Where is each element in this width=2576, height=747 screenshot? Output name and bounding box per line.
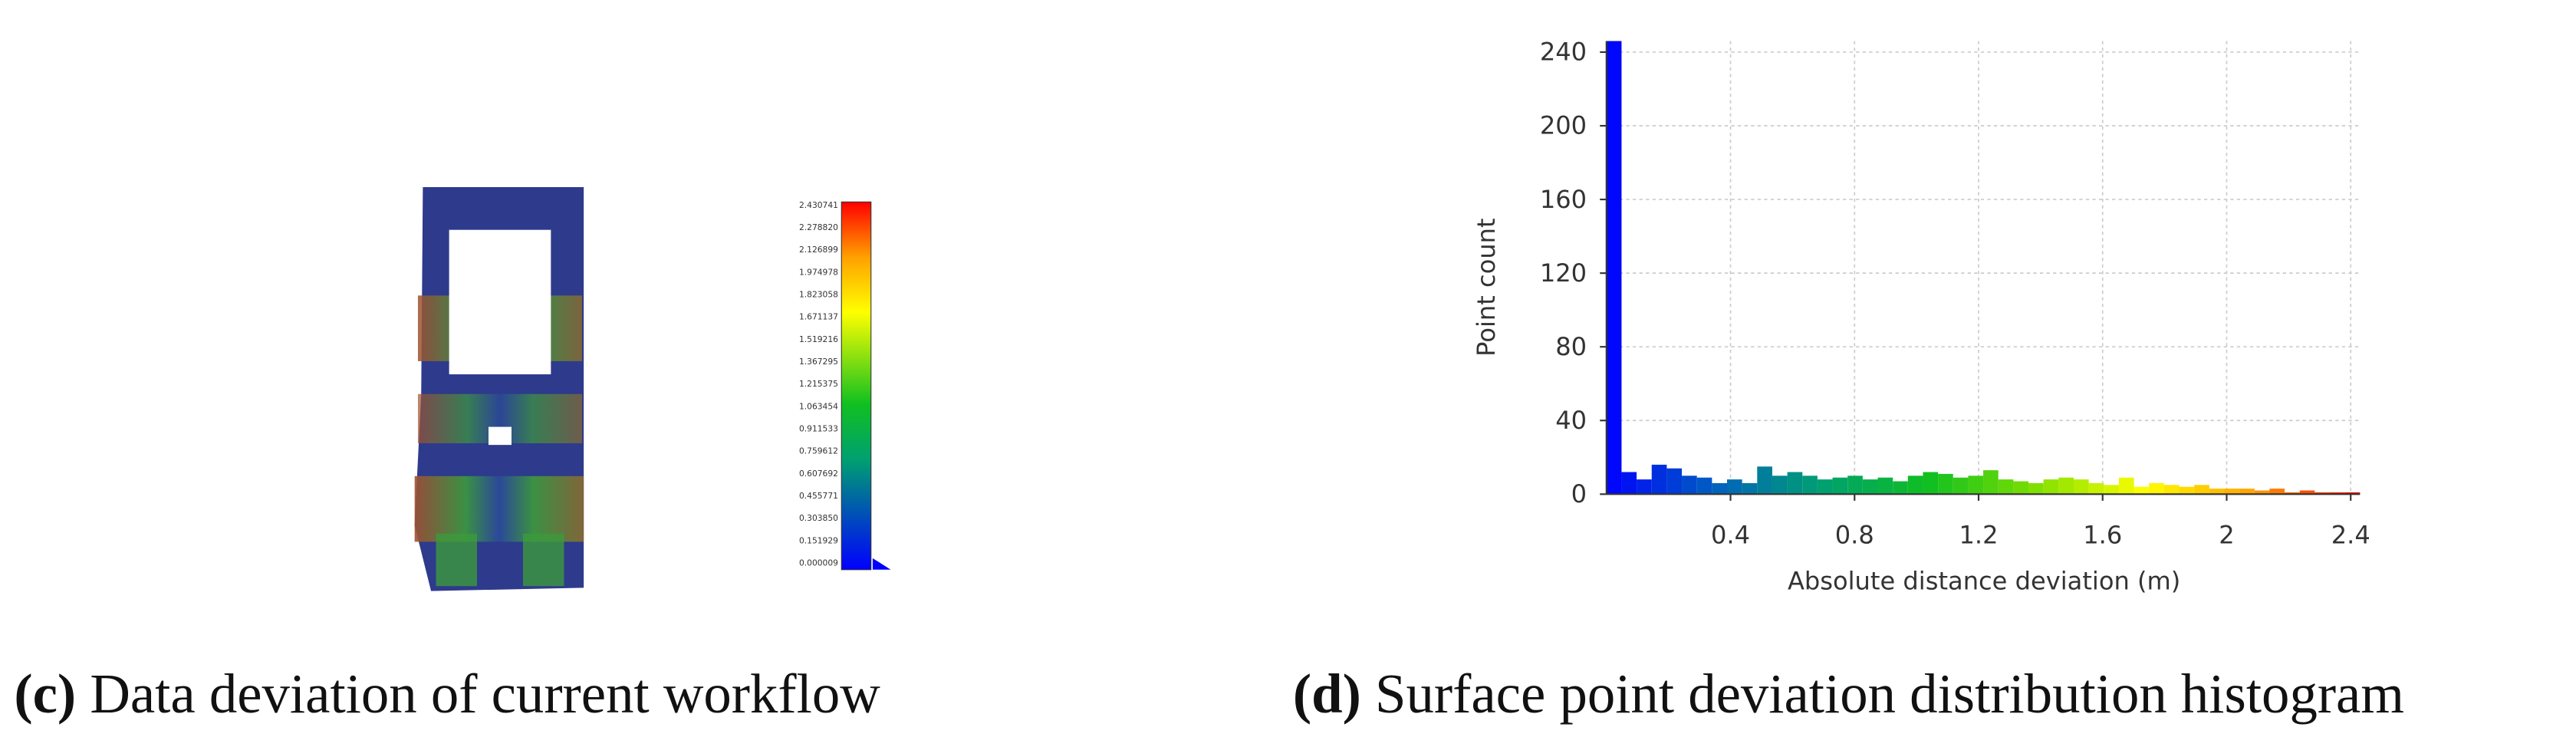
y-tick-label: 240 (1540, 38, 1587, 67)
y-tick-label: 80 (1555, 332, 1587, 361)
colorbar-tick-label: 0.759612 (799, 446, 838, 456)
y-tick-label: 0 (1571, 479, 1587, 508)
y-tick-label: 160 (1540, 185, 1587, 214)
colorbar-tick-label: 1.063454 (799, 401, 838, 411)
x-tick-label: 2 (2219, 521, 2234, 550)
bar (1772, 476, 1788, 495)
bar (1621, 472, 1637, 495)
bar (1968, 476, 1984, 495)
bar (2344, 492, 2361, 495)
colorbar-tick-label: 1.823058 (799, 289, 838, 299)
bar (1787, 472, 1803, 495)
colorbar-tick-label: 1.367295 (799, 357, 838, 367)
bar (2254, 490, 2270, 495)
colorbar (841, 201, 891, 571)
bar (2163, 485, 2180, 495)
bar (2224, 489, 2240, 495)
bar (1637, 479, 1652, 495)
y-tick-label: 120 (1540, 258, 1587, 288)
colorbar-tick-label: 1.671137 (799, 312, 838, 322)
bar (1923, 472, 1939, 495)
bar (1606, 41, 1622, 495)
caption-text: Surface point deviation distribution his… (1375, 663, 2404, 725)
bar (2285, 492, 2300, 495)
bar (1998, 479, 2014, 495)
bar (1666, 468, 1683, 495)
bar (1832, 477, 1848, 495)
bar (2043, 479, 2059, 495)
colorbar-tick-label: 0.000009 (799, 558, 838, 568)
bar (2104, 485, 2119, 495)
bar (2013, 481, 2029, 495)
bar (2028, 482, 2044, 495)
bar (1907, 476, 1923, 495)
colorbar-tick-label: 0.607692 (799, 469, 838, 479)
bar (2134, 486, 2150, 495)
bar (2194, 485, 2209, 495)
colorbar-tick-label: 2.278820 (799, 222, 838, 232)
bar (1847, 476, 1863, 495)
bar (1862, 479, 1878, 495)
x-tick-label: 1.6 (2083, 521, 2122, 550)
colorbar-tick-label: 2.430741 (799, 200, 838, 210)
bar (1682, 476, 1697, 495)
x-tick-label: 1.2 (1959, 521, 1998, 550)
x-tick-label: 2.4 (2331, 521, 2370, 550)
bar (1983, 470, 1999, 495)
colorbar-tick-label: 1.519216 (799, 334, 838, 344)
bar (2209, 489, 2225, 495)
bar (2058, 477, 2074, 495)
bar (1696, 477, 1712, 495)
caption: (d) Surface point deviation distribution… (1293, 663, 2404, 725)
bar (2073, 479, 2089, 495)
bar (1877, 477, 1893, 495)
bar (2118, 477, 2134, 495)
caption-text: Data deviation of current workflow (90, 663, 880, 725)
x-tick-label: 0.4 (1711, 521, 1750, 550)
bar (1712, 482, 1727, 495)
colorbar-tick-label: 0.151929 (799, 535, 838, 545)
colorbar-tick-label: 1.215375 (799, 379, 838, 389)
x-tick-label: 0.8 (1835, 521, 1874, 550)
bar (2179, 486, 2195, 495)
y-axis-label: Point count (1472, 218, 1501, 356)
caption: (c) Data deviation of current workflow (14, 663, 880, 725)
bar (1893, 481, 1908, 495)
caption-label: (d) (1293, 663, 1361, 725)
colorbar-tick-label: 1.974978 (799, 267, 838, 277)
bar (1726, 479, 1742, 495)
colorbar-tick-label: 0.911533 (799, 423, 838, 433)
bar (1757, 466, 1772, 495)
bar (2239, 489, 2255, 495)
bar (1651, 464, 1667, 495)
bar (1742, 482, 1758, 495)
y-tick-label: 40 (1555, 406, 1587, 435)
bar (1938, 473, 1953, 495)
x-axis-label: Absolute distance deviation (m) (1788, 566, 2180, 595)
caption-label: (c) (14, 663, 76, 725)
bar (2088, 482, 2104, 495)
bar (1953, 477, 1969, 495)
y-tick-label: 200 (1540, 111, 1587, 140)
bar (2330, 492, 2345, 495)
bar (2149, 482, 2164, 495)
bar (2269, 489, 2285, 495)
bar (1817, 479, 1833, 495)
bar (2299, 490, 2315, 495)
bar (2314, 492, 2331, 495)
bar (1802, 476, 1818, 495)
colorbar-tick-label: 2.126899 (799, 245, 838, 255)
colorbar-tick-label: 0.455771 (799, 491, 838, 501)
deviation-map (414, 187, 584, 591)
colorbar-tick-label: 0.303850 (799, 513, 838, 523)
